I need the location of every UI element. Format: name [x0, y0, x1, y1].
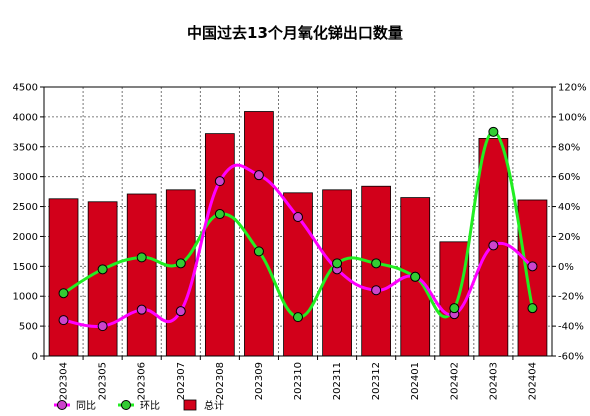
x-tick-label: 202307: [176, 362, 187, 400]
right-tick-label: 0%: [558, 262, 574, 273]
point-环比: [175, 258, 186, 269]
chart-title: 中国过去13个月氧化锑出口数量: [187, 24, 403, 42]
left-tick-label: 2500: [13, 202, 38, 213]
bar: [48, 198, 79, 357]
point-环比: [371, 258, 382, 269]
point-同比: [136, 304, 147, 315]
point-环比: [332, 258, 343, 269]
point-环比: [58, 288, 69, 299]
point-同比: [371, 285, 382, 296]
point-同比: [175, 306, 186, 317]
line-环比: [62, 130, 534, 319]
legend-marker-同比: [57, 400, 67, 410]
bar: [165, 189, 196, 357]
right-tick-label: 80%: [558, 142, 580, 153]
bar: [439, 241, 470, 357]
legend-marker-环比: [121, 400, 131, 410]
legend-label: 同比: [76, 400, 96, 412]
left-tick-label: 0: [32, 352, 38, 363]
legend-label: 环比: [140, 400, 160, 412]
x-tick-label: 202402: [449, 362, 460, 400]
point-同比: [97, 321, 108, 332]
legend-swatch-总计: [183, 399, 197, 411]
point-同比: [58, 315, 69, 326]
point-环比: [97, 264, 108, 275]
point-同比: [293, 212, 303, 223]
left-tick-label: 3000: [13, 172, 38, 183]
x-tick-label: 202312: [371, 362, 382, 400]
left-tick-label: 3500: [13, 142, 38, 153]
x-tick-label: 202308: [215, 362, 226, 400]
x-tick-label: 202310: [293, 362, 304, 400]
bar: [244, 111, 274, 357]
point-同比: [527, 261, 538, 272]
x-tick-label: 202304: [59, 362, 70, 400]
point-环比: [253, 246, 264, 257]
point-环比: [293, 312, 303, 323]
bar: [517, 199, 548, 357]
right-tick-label: -60%: [558, 352, 584, 363]
bar: [204, 133, 235, 357]
left-tick-label: 1500: [13, 262, 38, 273]
point-同比: [253, 170, 264, 181]
x-tick-label: 202305: [98, 362, 109, 400]
x-tick-label: 202401: [410, 362, 421, 400]
legend-label: 总计: [204, 399, 224, 412]
point-环比: [488, 126, 499, 137]
bar: [126, 193, 157, 357]
right-tick-label: -20%: [558, 292, 584, 303]
left-tick-label: 2000: [13, 232, 38, 243]
point-环比: [214, 209, 225, 220]
point-环比: [410, 271, 421, 282]
bar: [361, 185, 392, 357]
point-环比: [527, 303, 538, 314]
x-tick-label: 202311: [332, 362, 343, 400]
right-tick-label: -40%: [558, 322, 584, 333]
left-tick-label: 4500: [13, 83, 38, 94]
right-tick-label: 120%: [558, 83, 587, 94]
left-tick-label: 1000: [13, 292, 38, 303]
x-tick-label: 202306: [137, 362, 148, 400]
point-同比: [488, 240, 499, 251]
right-tick-label: 20%: [558, 232, 580, 243]
x-tick-label: 202309: [254, 362, 265, 400]
right-tick-label: 60%: [558, 172, 580, 183]
x-tick-label: 202404: [527, 362, 538, 400]
right-tick-label: 40%: [558, 202, 580, 213]
left-tick-label: 4000: [13, 112, 38, 123]
bar: [87, 201, 118, 357]
point-环比: [449, 303, 460, 314]
right-tick-label: 100%: [558, 112, 587, 123]
left-tick-label: 500: [19, 322, 38, 333]
point-环比: [136, 252, 147, 263]
point-同比: [214, 176, 225, 187]
x-tick-label: 202403: [488, 362, 499, 400]
plot-border: [43, 86, 553, 357]
